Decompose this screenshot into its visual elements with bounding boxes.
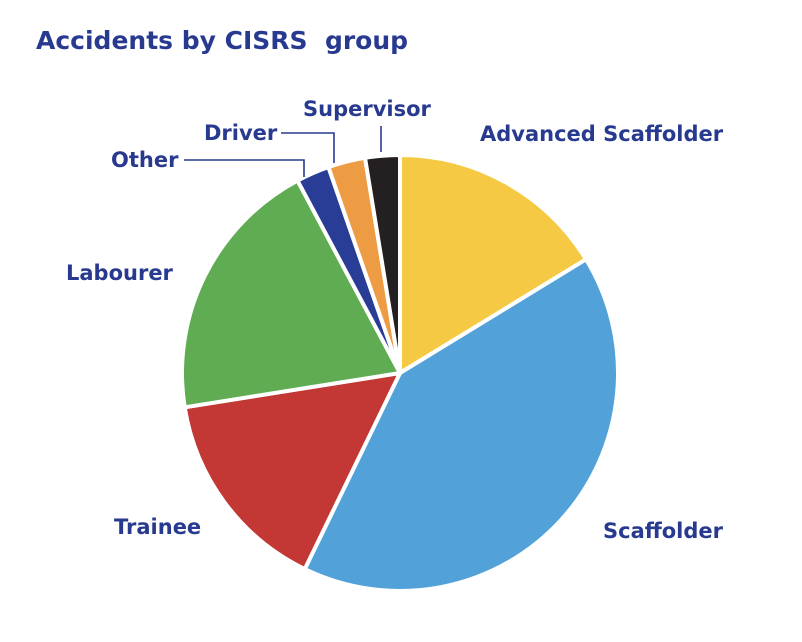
pie-slice-supervisor <box>363 152 402 375</box>
slice-label-trainee: Trainee <box>114 515 201 539</box>
chart-title: Accidents by CISRS group <box>36 26 409 55</box>
slice-label-scaffolder: Scaffolder <box>603 519 724 543</box>
slice-label-labourer: Labourer <box>66 261 174 285</box>
pie-slices <box>180 152 620 594</box>
leader-line-other <box>184 159 305 177</box>
leader-line-driver <box>281 132 335 163</box>
slice-label-driver: Driver <box>204 121 278 145</box>
pie-slice-scaffolder <box>302 257 620 594</box>
slice-label-supervisor: Supervisor <box>303 97 432 121</box>
pie-slice-advanced-scaffolder <box>398 153 589 375</box>
pie-slice-trainee <box>182 371 402 572</box>
leader-lines <box>184 126 382 177</box>
slice-label-other: Other <box>111 148 179 172</box>
slice-label-advanced-scaffolder: Advanced Scaffolder <box>480 122 724 146</box>
pie-slice-labourer <box>180 178 402 410</box>
